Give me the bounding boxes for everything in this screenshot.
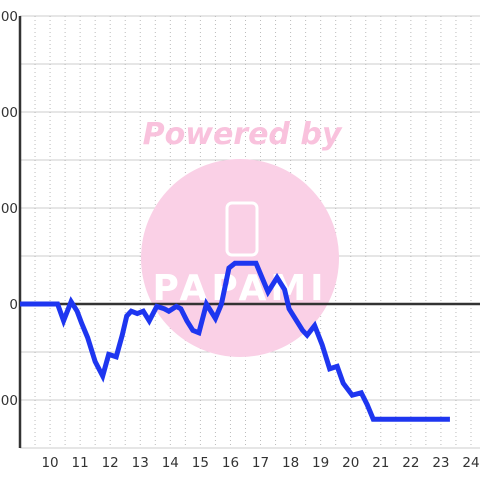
watermark-brand-text: PAPAMI xyxy=(152,268,327,309)
axis-layer xyxy=(18,16,480,448)
watermark: Powered by PAPAMI xyxy=(141,117,343,357)
x-tick-labels: 10 11 12 13 14 15 16 17 18 19 20 21 22 23 24 xyxy=(41,455,479,471)
y-tick-label: 0 xyxy=(9,297,18,313)
watermark-logo-circle xyxy=(141,159,339,357)
x-tick-label: 24 xyxy=(462,455,479,471)
x-tick-label: 11 xyxy=(72,455,89,471)
y-tick-labels: -2,000 0 2,000 4,000 6,000 xyxy=(0,9,18,409)
x-tick-label: 14 xyxy=(162,455,179,471)
y-tick-label: 4,000 xyxy=(0,105,18,121)
series-line-0 xyxy=(20,260,450,422)
x-tick-label: 21 xyxy=(372,455,389,471)
x-tick-label: 15 xyxy=(192,455,209,471)
x-tick-label: 23 xyxy=(432,455,449,471)
x-tick-label: 22 xyxy=(402,455,419,471)
y-tick-label: 2,000 xyxy=(0,201,18,217)
x-tick-label: 18 xyxy=(282,455,299,471)
x-tick-label: 13 xyxy=(132,455,149,471)
x-tick-label: 12 xyxy=(102,455,119,471)
y-tick-label: 6,000 xyxy=(0,9,18,25)
x-tick-label: 20 xyxy=(342,455,359,471)
x-tick-label: 19 xyxy=(312,455,329,471)
x-tick-label: 17 xyxy=(252,455,269,471)
watermark-phone-icon xyxy=(225,201,259,257)
series-layer xyxy=(20,260,450,422)
x-tick-label: 10 xyxy=(41,455,58,471)
y-tick-label: -2,000 xyxy=(0,393,18,409)
watermark-text: Powered by xyxy=(143,117,343,152)
x-tick-label: 16 xyxy=(222,455,239,471)
